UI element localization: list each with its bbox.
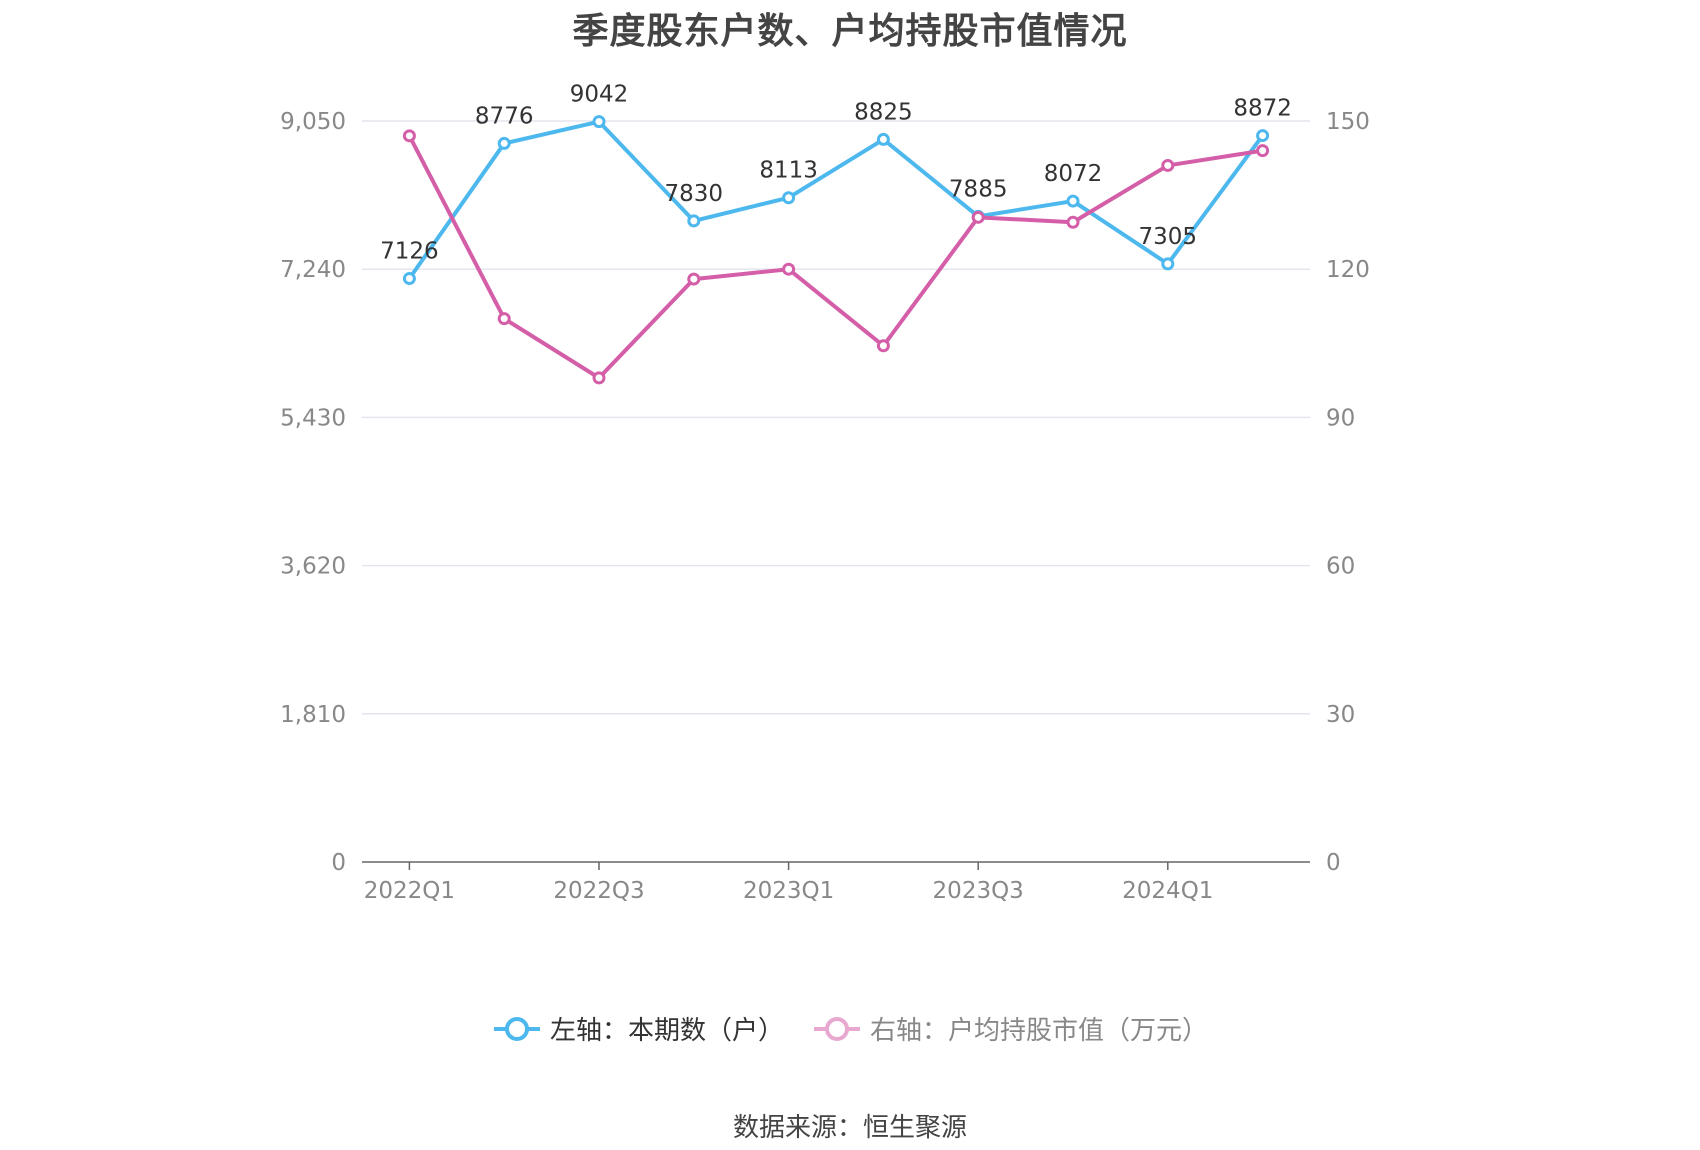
y-right-tick-label: 90 (1326, 405, 1355, 431)
y-left-tick-label: 5,430 (280, 405, 346, 431)
data-label: 7305 (1139, 224, 1198, 250)
legend-marker-avg-value-icon (814, 1016, 860, 1041)
data-label: 7126 (380, 239, 439, 265)
x-tick-label: 2022Q1 (364, 878, 455, 904)
series-line-households (407, 119, 1265, 280)
y-left-tick-label: 9,050 (280, 109, 346, 135)
point-avg-value (592, 371, 606, 385)
legend-item-households[interactable]: 左轴：本期数（户） (492, 1010, 784, 1047)
point-households (1256, 129, 1270, 143)
point-households (1161, 257, 1175, 271)
data-label: 7830 (665, 181, 724, 207)
data-label: 8776 (475, 103, 534, 129)
y-right-tick-label: 120 (1326, 257, 1370, 283)
point-avg-value (971, 210, 985, 224)
point-households (497, 136, 511, 150)
point-households (876, 132, 890, 146)
y-left-tick-label: 3,620 (280, 554, 346, 580)
y-right-tick-label: 30 (1326, 702, 1355, 728)
data-label: 8825 (854, 99, 913, 125)
point-avg-value (782, 262, 796, 276)
y-right-tick-label: 60 (1326, 554, 1355, 580)
data-label: 7885 (949, 176, 1008, 202)
legend-item-avg-value[interactable]: 右轴：户均持股市值（万元） (812, 1010, 1208, 1047)
x-tick-label: 2022Q3 (553, 878, 644, 904)
x-tick-label: 2024Q1 (1122, 878, 1213, 904)
data-label: 8113 (759, 158, 818, 184)
point-avg-value (876, 339, 890, 353)
x-tick-label: 2023Q1 (743, 878, 834, 904)
legend-marker-households-icon (493, 1016, 540, 1041)
data-label: 9042 (570, 82, 629, 108)
legend-label-households: 左轴：本期数（户） (549, 1016, 784, 1046)
y-right-tick-label: 0 (1326, 850, 1341, 876)
point-avg-value (687, 272, 701, 286)
point-households (782, 191, 796, 205)
point-avg-value (497, 312, 511, 326)
line-chart: 0 0 1,810 30 3,620 60 5,430 90 7,240 120 9,050 150 2… (280, 82, 1370, 904)
point-households (402, 272, 416, 286)
point-avg-value (1256, 144, 1270, 158)
point-households (1066, 194, 1080, 208)
data-label: 8072 (1044, 161, 1103, 187)
legend-label-avg-value: 右轴：户均持股市值（万元） (870, 1016, 1209, 1046)
point-avg-value (402, 129, 416, 143)
point-households (687, 214, 701, 228)
series-line-avg-value (407, 134, 1263, 380)
point-avg-value (1161, 158, 1175, 172)
y-left-tick-label: 0 (331, 850, 346, 876)
y-left-tick-label: 7,240 (280, 257, 346, 283)
data-label: 8872 (1233, 96, 1292, 122)
y-left-tick-label: 1,810 (280, 702, 346, 728)
point-households (592, 115, 606, 129)
point-avg-value (1066, 215, 1080, 229)
y-right-tick-label: 150 (1326, 109, 1370, 135)
x-tick-label: 2023Q3 (933, 878, 1024, 904)
legend: 左轴：本期数（户） 右轴：户均持股市值（万元） (0, 1010, 1700, 1047)
data-source: 数据来源：恒生聚源 (732, 1113, 967, 1143)
chart-title: 季度股东户数、户均持股市值情况 (572, 11, 1128, 52)
